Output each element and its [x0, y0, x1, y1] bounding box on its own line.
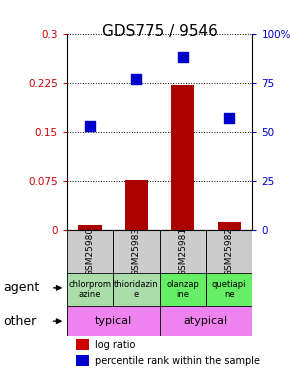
Bar: [160, 273, 206, 306]
Text: percentile rank within the sample: percentile rank within the sample: [95, 356, 260, 366]
Bar: [78, 225, 102, 230]
Text: GSM25980: GSM25980: [85, 227, 95, 276]
Bar: [160, 306, 252, 336]
Text: GSM25981: GSM25981: [178, 227, 187, 276]
Bar: [113, 230, 160, 273]
Text: typical: typical: [95, 316, 132, 326]
Text: GDS775 / 9546: GDS775 / 9546: [102, 24, 218, 39]
Text: olanzap
ine: olanzap ine: [166, 280, 199, 300]
Text: quetiapi
ne: quetiapi ne: [212, 280, 246, 300]
Text: log ratio: log ratio: [95, 340, 135, 350]
Text: chlorprom
azine: chlorprom azine: [68, 280, 111, 300]
Text: GSM25982: GSM25982: [224, 227, 234, 276]
Point: [134, 76, 139, 82]
Bar: [206, 230, 252, 273]
Text: GSM25983: GSM25983: [132, 227, 141, 276]
Text: thioridazin
e: thioridazin e: [114, 280, 159, 300]
Bar: [67, 306, 160, 336]
Bar: [171, 85, 194, 230]
Bar: [76, 339, 89, 350]
Text: agent: agent: [3, 281, 39, 294]
Bar: [67, 230, 113, 273]
Bar: [206, 273, 252, 306]
Bar: [218, 222, 241, 230]
Point: [227, 115, 231, 121]
Text: other: other: [3, 315, 36, 328]
Bar: [113, 273, 160, 306]
Bar: [125, 180, 148, 230]
Point: [88, 123, 92, 129]
Bar: [160, 230, 206, 273]
Point: [180, 54, 185, 60]
Bar: [67, 273, 113, 306]
Bar: [76, 355, 89, 366]
Text: atypical: atypical: [184, 316, 228, 326]
